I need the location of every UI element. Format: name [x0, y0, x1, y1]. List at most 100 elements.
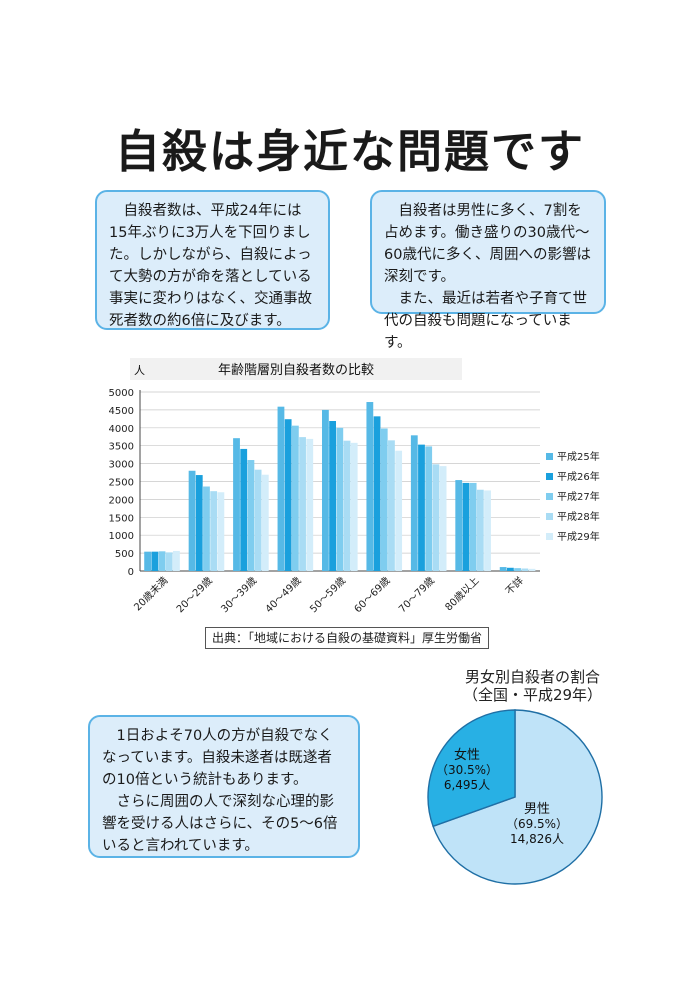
legend-label: 平成29年 [557, 530, 600, 543]
bar [173, 550, 180, 571]
bar [380, 428, 388, 571]
legend-swatch [546, 493, 553, 500]
info-box-text: また、最近は若者や子育て世代の自殺も問題になっています。 [384, 291, 587, 351]
bar [299, 437, 306, 571]
bar [151, 551, 159, 571]
info-box-text: さらに周囲の人で深刻な心理的影響を受ける人はさらに、その5～6倍いると言われてい… [102, 794, 338, 854]
bar [350, 442, 358, 571]
legend-label: 平成25年 [557, 450, 600, 463]
y-tick-label: 1500 [109, 513, 134, 524]
pie-label-count: 6,495人 [444, 778, 490, 792]
bar [418, 444, 425, 571]
info-box-text: 自殺者は男性に多く、7割を占めます。働き盛りの30歳代～60歳代に多く、周囲への… [384, 203, 591, 285]
legend-swatch [546, 473, 553, 480]
y-axis-unit: 人 [134, 364, 145, 377]
pie-chart-title: 男女別自殺者の割合 [464, 668, 600, 686]
bar [373, 416, 381, 571]
pie-label-pct: （69.5%） [506, 817, 568, 831]
bar [195, 475, 203, 571]
bar [439, 466, 447, 571]
info-box-suicide-count: 自殺者数は、平成24年には15年ぶりに3万人を下回りました。しかしながら、自殺に… [95, 190, 330, 330]
pie-slice-male [432, 709, 603, 885]
chart-title-bg [130, 358, 462, 380]
legend-swatch [546, 533, 553, 540]
info-box-text: 1日およそ70人の方が自殺でなくなっています。自殺未遂者は既遂者の10倍という統… [102, 728, 333, 788]
pie-label-pct: （30.5%） [436, 763, 498, 777]
pie-label-name: 男性 [524, 802, 550, 817]
bar [210, 491, 218, 571]
source-citation: 出典：「地域における自殺の基礎資料」厚生労働省 [205, 627, 489, 649]
bar [476, 489, 484, 571]
info-box-text: 自殺者数は、平成24年には15年ぶりに3万人を下回りました。しかしながら、自殺に… [109, 203, 312, 329]
bar [158, 551, 166, 571]
y-tick-label: 2500 [109, 478, 134, 489]
bar [432, 464, 440, 571]
bar [462, 482, 470, 571]
y-tick-label: 0 [128, 567, 134, 578]
x-tick-label: 60～69歳 [352, 575, 393, 616]
bar [484, 490, 491, 571]
legend-label: 平成26年 [557, 470, 600, 483]
age-bar-chart: 年齢階層別自殺者数の比較 人 0 500 1000 1500 2000 2500 3000 350… [109, 358, 600, 616]
bar [188, 470, 196, 571]
y-tick-label: 4000 [109, 424, 134, 435]
legend-label: 平成28年 [557, 510, 600, 523]
x-tick-label: 不詳 [503, 574, 526, 597]
pie-chart-subtitle: （全国・平成29年） [462, 686, 603, 704]
bar [254, 469, 262, 571]
bar [144, 551, 152, 571]
pie-slice-female [427, 709, 516, 828]
bar [506, 567, 514, 571]
bar [217, 492, 225, 571]
bar [322, 409, 329, 571]
bar [388, 440, 395, 571]
bar [528, 568, 536, 571]
legend-label: 平成27年 [557, 490, 600, 503]
info-box-gender-age: 自殺者は男性に多く、7割を占めます。働き盛りの30歳代～60歳代に多く、周囲への… [370, 190, 606, 351]
x-tick-label: 40～49歳 [263, 575, 304, 616]
y-tick-label: 3500 [109, 442, 134, 453]
y-tick-label: 5000 [109, 388, 134, 399]
bar [233, 438, 240, 571]
bar [261, 474, 269, 571]
bar [425, 446, 433, 571]
bar [247, 460, 255, 571]
y-tick-label: 1000 [109, 531, 134, 542]
legend-swatch [546, 513, 553, 520]
x-tick-label: 80歳以上 [443, 575, 482, 614]
bar [410, 435, 418, 571]
y-tick-label: 3000 [109, 460, 134, 471]
x-tick-label: 20歳未満 [132, 575, 171, 614]
bar [514, 568, 521, 571]
bar [165, 552, 173, 571]
bar [455, 480, 463, 571]
chart-title: 年齢階層別自殺者数の比較 [218, 363, 374, 378]
bar [306, 438, 314, 571]
bar [499, 567, 507, 571]
y-tick-label: 500 [115, 549, 134, 560]
bar [240, 448, 248, 571]
bar [343, 440, 351, 571]
bar [521, 568, 529, 571]
bar [366, 402, 374, 571]
bar [203, 486, 210, 571]
pie-label-count: 14,826人 [510, 832, 564, 846]
bar [395, 450, 403, 571]
x-tick-label: 70～79歳 [396, 575, 437, 616]
x-tick-label: 50～59歳 [307, 575, 348, 616]
x-tick-label: 20～29歳 [174, 575, 215, 616]
x-tick-label: 30～39歳 [219, 575, 260, 616]
bar [291, 425, 299, 571]
bar [329, 420, 336, 571]
bar [284, 419, 292, 571]
bar [469, 482, 477, 571]
y-tick-label: 2000 [109, 495, 134, 506]
page-title: 自殺は身近な問題です [114, 125, 585, 178]
pie-label-name: 女性 [454, 747, 480, 763]
bar [277, 406, 285, 571]
legend-swatch [546, 453, 553, 460]
info-box-daily: 1日およそ70人の方が自殺でなくなっています。自殺未遂者は既遂者の10倍という統… [88, 715, 360, 858]
bar [336, 427, 344, 571]
y-tick-label: 4500 [109, 406, 134, 417]
